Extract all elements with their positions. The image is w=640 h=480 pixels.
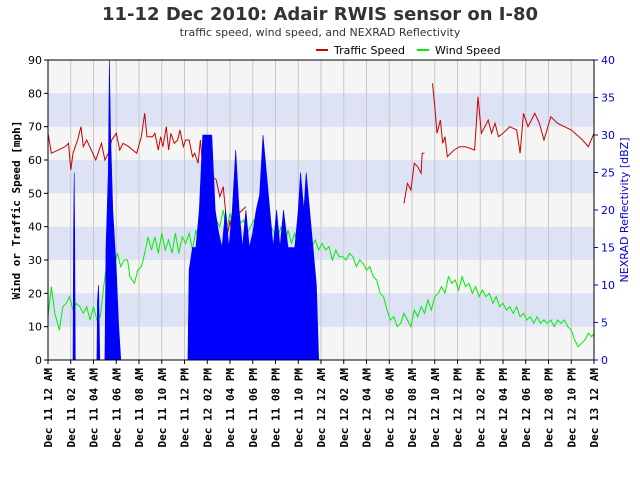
x-tick-label: Dec 11 12 AM [42,368,55,448]
y-tick-label: 60 [28,154,42,167]
y-tick-label: 80 [28,87,42,100]
x-tick-label: Dec 11 02 AM [65,368,78,448]
x-tick-label: Dec 11 06 PM [247,368,260,448]
x-tick-label: Dec 12 08 AM [406,368,419,448]
y2-tick-label: 20 [601,204,615,217]
series-line-traffic-speed [47,113,247,247]
y2-tick-label: 35 [601,92,615,105]
y2-axis-label: NEXRAD Reflectivity [dBZ] [618,138,631,283]
y2-tick-label: 10 [601,279,615,292]
y-tick-label: 40 [28,221,42,234]
x-tick-label: Dec 11 08 AM [133,368,146,448]
x-tick-label: Dec 12 02 PM [474,368,487,448]
y2-tick-label: 5 [601,317,608,330]
legend-label-wind: Wind Speed [435,43,501,57]
y2-tick-label: 40 [601,54,615,67]
y-tick-label: 0 [35,354,42,367]
legend: Traffic Speed Wind Speed [310,42,519,58]
x-tick-label: Dec 12 10 AM [429,368,442,448]
chart-title: 11-12 Dec 2010: Adair RWIS sensor on I-8… [101,4,539,25]
x-tick-label: Dec 12 12 PM [452,368,465,448]
x-tick-label: Dec 12 10 PM [565,368,578,448]
x-tick-label: Dec 12 06 AM [383,368,396,448]
series-line-traffic-speed [432,83,595,158]
y-tick-label: 90 [28,54,42,67]
series-line-wind-speed [47,199,595,348]
axes: 0 10 20 30 40 50 60 70 80 90 0 5 10 15 20 25 30 35 40 Dec 1… [10,54,631,447]
legend-swatch-traffic [316,49,328,51]
x-tick-label: Dec 11 10 AM [156,368,169,448]
y2-tick-label: 25 [601,167,615,180]
y2-tick-label: 15 [601,242,615,255]
series-line-traffic-speed [403,152,425,204]
x-tick-label: Dec 12 04 AM [361,368,374,448]
x-tick-label: Dec 11 04 PM [224,368,237,448]
y2-tick-label: 0 [601,354,608,367]
x-tick-label: Dec 12 08 PM [543,368,556,448]
chart-subtitle: traffic speed, wind speed, and NEXRAD Re… [179,26,461,39]
y-axis-label: Wind or Traffic Speed [mph] [10,121,23,300]
x-tick-label: Dec 12 02 AM [338,368,351,448]
x-tick-label: Dec 13 12 AM [588,368,601,448]
y-tick-label: 30 [28,254,42,267]
x-tick-label: Dec 11 08 PM [270,368,283,448]
y-tick-label: 50 [28,187,42,200]
legend-item-wind: Wind Speed [417,44,501,57]
x-tick-label: Dec 12 04 PM [497,368,510,448]
x-tick-label: Dec 11 04 AM [88,368,101,448]
legend-item-traffic: Traffic Speed [316,44,405,57]
y-tick-label: 10 [28,321,42,334]
y-tick-label: 20 [28,287,42,300]
x-tick-label: Dec 12 12 AM [315,368,328,448]
x-tick-label: Dec 11 10 PM [292,368,305,448]
y-tick-label: 70 [28,121,42,134]
series-group [47,59,595,361]
x-tick-label: Dec 11 12 PM [179,368,192,448]
legend-label-traffic: Traffic Speed [334,43,406,57]
legend-swatch-wind [417,49,430,51]
y2-tick-label: 30 [601,129,615,142]
x-tick-label: Dec 11 06 AM [110,368,123,448]
x-tick-label: Dec 12 06 PM [520,368,533,448]
x-tick-label: Dec 12 02 PM [201,368,214,448]
